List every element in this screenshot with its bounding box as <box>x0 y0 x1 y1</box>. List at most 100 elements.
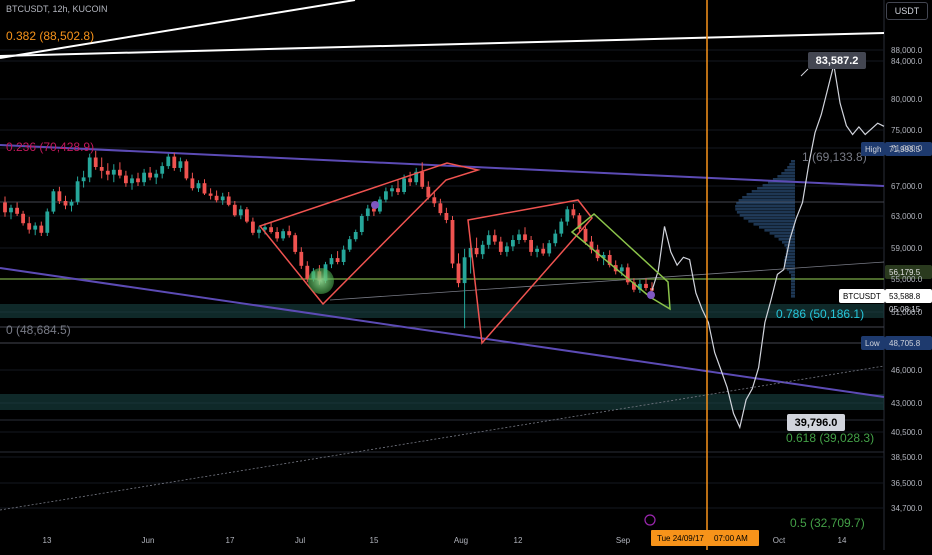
highlight-circle <box>308 268 334 294</box>
candle-body-31 <box>190 178 195 189</box>
candle-body-36 <box>220 196 225 201</box>
current-symbol-tag: BTCUSDT <box>843 292 881 301</box>
rising-wedge-1 <box>258 162 481 306</box>
candle-body-81 <box>492 235 497 242</box>
candle-body-44 <box>269 227 273 232</box>
candle-57 <box>347 236 352 252</box>
fib-label-4: 0.786 (50,186.1) <box>776 307 864 321</box>
candle-body-77 <box>468 248 473 258</box>
volume-bar-6 <box>772 178 795 181</box>
candle-86 <box>523 227 527 243</box>
candle-body-43 <box>263 227 267 230</box>
volume-bar-7 <box>768 181 795 184</box>
projection-low-bg <box>787 414 845 431</box>
candle-body-85 <box>517 234 521 240</box>
candle-103 <box>625 263 630 285</box>
volume-bar-16 <box>735 208 795 211</box>
candle-76 <box>462 248 467 329</box>
volume-bar-11 <box>746 193 795 196</box>
candle-8 <box>51 189 56 214</box>
candle-65 <box>396 180 400 195</box>
candle-46 <box>281 228 285 241</box>
candle-body-97 <box>589 241 594 250</box>
candle-body-17 <box>105 170 110 175</box>
candle-56 <box>341 245 346 266</box>
channel-bottom <box>0 267 885 398</box>
candle-body-39 <box>238 209 243 216</box>
price-tick-10: 46,000.0 <box>891 366 923 375</box>
candle-5 <box>33 222 38 236</box>
date-tag-bg <box>651 530 759 546</box>
candle-27 <box>166 153 171 169</box>
price-tick-1: 84,000.0 <box>891 57 923 66</box>
candle-0 <box>3 196 7 217</box>
price-tick-9: 51,000.0 <box>891 308 923 317</box>
projection-high-label: 83,587.2 <box>816 55 859 67</box>
time-tick-8: Oct <box>773 536 786 545</box>
candle-body-65 <box>396 188 400 193</box>
candle-body-63 <box>384 191 388 200</box>
fib-label-1: 0.236 (70,428.9) <box>6 140 94 154</box>
candle-body-76 <box>462 257 467 284</box>
candle-12 <box>75 176 80 205</box>
candle-2 <box>15 202 19 216</box>
fib-label-6: 0.5 (32,709.7) <box>790 516 865 530</box>
candle-body-72 <box>438 203 443 214</box>
candle-90 <box>547 240 552 257</box>
candle-13 <box>81 170 86 188</box>
candle-41 <box>251 217 255 236</box>
candle-body-35 <box>214 195 219 201</box>
candle-body-1 <box>9 207 13 213</box>
candle-body-67 <box>408 178 412 183</box>
high-tag-label-bg <box>861 142 885 156</box>
candle-body-5 <box>33 225 38 230</box>
candle-28 <box>172 152 177 171</box>
currency-button[interactable]: USDT <box>886 2 928 20</box>
candle-body-29 <box>178 161 183 168</box>
high-tag-value: 71,993.5 <box>889 145 921 154</box>
candle-body-11 <box>69 201 74 206</box>
candle-body-62 <box>378 199 382 212</box>
candle-39 <box>238 205 243 220</box>
resistance-tag-value: 56,179.5 <box>889 268 921 277</box>
candle-body-49 <box>299 251 304 266</box>
candle-10 <box>63 195 68 210</box>
candle-body-94 <box>571 209 576 216</box>
event-marker <box>644 514 656 526</box>
candle-96 <box>583 226 588 245</box>
time-tick-0: 13 <box>43 536 52 545</box>
candle-74 <box>450 216 455 269</box>
fib-labels: 0.382 (88,502.8) 0.236 (70,428.9) 0 (48,68… <box>6 29 874 530</box>
candle-body-14 <box>87 157 92 178</box>
candle-body-90 <box>547 243 552 254</box>
candle-body-34 <box>208 193 213 196</box>
low-tag-label: Low <box>865 339 880 348</box>
candle-49 <box>299 247 304 269</box>
candle-93 <box>565 206 570 226</box>
candle-body-95 <box>577 215 582 229</box>
date-tag-date: Tue 24/09/17 <box>657 534 704 543</box>
candle-36 <box>220 192 225 205</box>
volume-bar-42 <box>791 286 795 289</box>
zone-upper <box>0 304 884 318</box>
candle-body-93 <box>565 209 570 222</box>
candle-89 <box>541 243 546 256</box>
candle-body-15 <box>93 157 98 167</box>
candle-body-75 <box>456 263 461 284</box>
candle-33 <box>202 179 207 195</box>
candle-body-66 <box>402 178 406 192</box>
volume-bar-44 <box>791 292 795 295</box>
volume-bar-13 <box>738 199 795 202</box>
volume-bar-36 <box>786 268 795 271</box>
candle-body-106 <box>644 283 648 288</box>
marker-point-2 <box>647 291 655 299</box>
candle-106 <box>644 278 648 291</box>
candle-60 <box>365 204 370 221</box>
candle-body-28 <box>172 156 177 168</box>
price-tick-15: 34,700.0 <box>891 504 923 513</box>
volume-bar-19 <box>743 217 795 220</box>
volume-bar-28 <box>784 244 795 247</box>
candle-body-56 <box>341 249 346 262</box>
